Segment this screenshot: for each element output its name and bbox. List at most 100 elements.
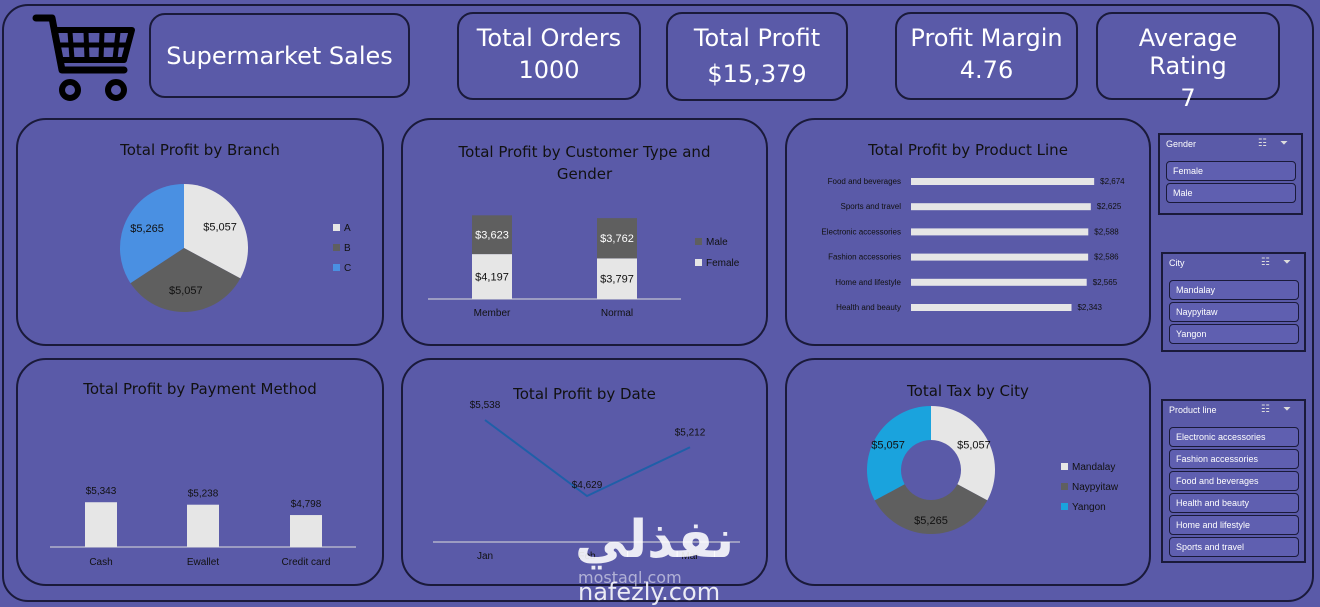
legend-label: Male bbox=[706, 237, 728, 248]
kpi-value: 1000 bbox=[518, 56, 580, 84]
slicer-title: City bbox=[1169, 258, 1185, 268]
kpi-profit-margin: Profit Margin 4.76 bbox=[895, 12, 1078, 100]
pie-slice-mandalay bbox=[931, 406, 995, 501]
date-line-chart: $5,538 Jan $4,629 Feb $5,212 Mar bbox=[433, 400, 740, 562]
slicer-item[interactable]: Mandalay bbox=[1169, 280, 1299, 300]
bar bbox=[911, 203, 1091, 211]
x-tick-label: Normal bbox=[601, 308, 633, 319]
kpi-total-orders: Total Orders 1000 bbox=[457, 12, 641, 100]
bar bbox=[911, 278, 1087, 286]
data-label: $4,197 bbox=[475, 272, 509, 284]
kpi-label: Total Orders bbox=[476, 24, 622, 52]
x-tick-label: Mar bbox=[681, 551, 699, 562]
data-label: $5,343 bbox=[86, 486, 117, 497]
data-label: $5,057 bbox=[169, 285, 203, 297]
x-tick-label: Jan bbox=[477, 551, 493, 562]
slicer-item[interactable]: Fashion accessories bbox=[1169, 449, 1299, 469]
data-label: $5,212 bbox=[675, 427, 706, 438]
bar bbox=[911, 253, 1089, 261]
data-label: $2,343 bbox=[1077, 303, 1102, 312]
watermark-arabic: نفذلي bbox=[575, 510, 735, 570]
bar-male bbox=[472, 215, 512, 255]
chart-title: Total Profit by Customer Type and Gender bbox=[458, 143, 711, 183]
chart-title: Total Profit by Payment Method bbox=[83, 380, 317, 398]
line-series bbox=[484, 419, 691, 498]
multi-select-icon[interactable]: ☷ bbox=[1258, 138, 1267, 149]
watermark-latin: nafezly.com bbox=[578, 578, 721, 606]
data-label: $2,674 bbox=[1100, 177, 1125, 186]
y-tick-label: Electronic accessories bbox=[821, 227, 901, 236]
legend-swatch bbox=[695, 259, 702, 266]
legend-swatch bbox=[333, 264, 340, 271]
bar-female bbox=[472, 254, 512, 299]
data-label: $2,625 bbox=[1097, 202, 1122, 211]
kpi-label: Average Rating bbox=[1138, 24, 1238, 80]
slicer-item[interactable]: Sports and travel bbox=[1169, 537, 1299, 557]
chart-panel-product: Total Profit by Product Line Food and be… bbox=[785, 118, 1151, 346]
legend-swatch bbox=[1061, 483, 1068, 490]
slicer-item[interactable]: Electronic accessories bbox=[1169, 427, 1299, 447]
chart-panel-branch: Total Profit by Branch $5,057 $5,057 $5,26… bbox=[16, 118, 384, 346]
data-label: $5,057 bbox=[957, 439, 991, 451]
data-label: $5,265 bbox=[130, 223, 164, 235]
city-donut-chart: $5,057 $5,265 $5,057 Mandalay Naypyitaw Yango… bbox=[867, 406, 1119, 534]
multi-select-icon[interactable]: ☷ bbox=[1261, 257, 1270, 268]
data-label: $5,057 bbox=[203, 221, 237, 233]
payment-bar-chart: $5,343 Cash $5,238 Ewallet $4,798 Credit card bbox=[50, 486, 356, 568]
data-label: $5,265 bbox=[914, 515, 948, 527]
data-label: $2,586 bbox=[1094, 253, 1119, 262]
legend-label: B bbox=[344, 243, 351, 254]
dashboard-title-text: Supermarket Sales bbox=[166, 41, 393, 70]
data-label: $5,238 bbox=[188, 489, 219, 500]
clear-filter-icon[interactable]: ⏷ bbox=[1283, 404, 1291, 415]
bar-male bbox=[597, 218, 637, 259]
slicer-product-line: Product line ☷ ⏷ Electronic accessories … bbox=[1161, 399, 1306, 563]
x-tick-label: Feb bbox=[578, 551, 596, 562]
clear-filter-icon[interactable]: ⏷ bbox=[1283, 257, 1291, 268]
dashboard-title: Supermarket Sales bbox=[149, 13, 410, 98]
y-tick-label: Home and lifestyle bbox=[835, 278, 901, 287]
slicer-item[interactable]: Female bbox=[1166, 161, 1296, 181]
y-tick-label: Sports and travel bbox=[841, 202, 902, 211]
legend-label: Mandalay bbox=[1072, 462, 1115, 473]
multi-select-icon[interactable]: ☷ bbox=[1261, 404, 1270, 415]
bar bbox=[85, 502, 117, 547]
slicer-gender: Gender ☷ ⏷ Female Male bbox=[1158, 133, 1303, 215]
bar bbox=[911, 304, 1072, 311]
customer-stacked-bar-chart: $4,197 $3,623 Member $3,797 $3,762 Normal Male… bbox=[428, 215, 740, 319]
dashboard-frame bbox=[2, 4, 1314, 602]
data-label: $3,797 bbox=[600, 274, 634, 286]
kpi-label: Profit Margin bbox=[910, 24, 1063, 52]
bar bbox=[911, 178, 1095, 185]
slicer-item[interactable]: Food and beverages bbox=[1169, 471, 1299, 491]
slicer-item[interactable]: Naypyitaw bbox=[1169, 302, 1299, 322]
legend-swatch bbox=[1061, 503, 1068, 510]
legend-swatch bbox=[695, 238, 702, 245]
slicer-city: City ☷ ⏷ Mandalay Naypyitaw Yangon bbox=[1161, 252, 1306, 352]
bar bbox=[911, 228, 1089, 236]
chart-panel-customer: Total Profit by Customer Type and Gender… bbox=[401, 118, 768, 346]
chart-panel-date: Total Profit by Date $5,538 Jan $4,629 Feb $… bbox=[401, 358, 768, 586]
data-label: $4,629 bbox=[572, 480, 603, 491]
pie-slice-a bbox=[184, 184, 248, 279]
kpi-total-profit: Total Profit $15,379 bbox=[666, 12, 848, 101]
slicer-title: Gender bbox=[1166, 139, 1197, 149]
slicer-item[interactable]: Home and lifestyle bbox=[1169, 515, 1299, 535]
branch-pie-chart: $5,057 $5,057 $5,265 ABC bbox=[120, 184, 351, 312]
slicer-item[interactable]: Yangon bbox=[1169, 324, 1299, 344]
legend-label: A bbox=[344, 223, 351, 234]
x-tick-label: Credit card bbox=[282, 557, 331, 568]
kpi-average-rating: Average Rating 7 bbox=[1096, 12, 1280, 112]
kpi-value: $15,379 bbox=[707, 60, 807, 88]
slicer-item[interactable]: Male bbox=[1166, 183, 1296, 203]
product-bar-chart: Food and beverages $2,674 Sports and trave… bbox=[821, 177, 1125, 312]
legend-label: Female bbox=[706, 258, 740, 269]
chart-title: Total Profit by Product Line bbox=[868, 141, 1068, 159]
pie-slice-b bbox=[130, 248, 241, 312]
pie-slice-yangon bbox=[867, 406, 931, 501]
clear-filter-icon[interactable]: ⏷ bbox=[1280, 138, 1288, 149]
chart-title: Total Tax by City bbox=[907, 382, 1029, 400]
legend-label: Yangon bbox=[1072, 502, 1106, 513]
data-label: $5,538 bbox=[470, 400, 501, 411]
slicer-item[interactable]: Health and beauty bbox=[1169, 493, 1299, 513]
